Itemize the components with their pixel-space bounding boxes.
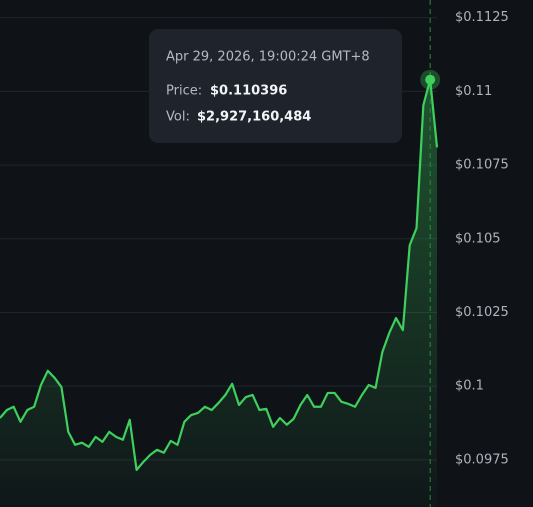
hover-point bbox=[425, 74, 436, 85]
y-tick-label: $0.1075 bbox=[455, 158, 509, 173]
tooltip-vol: $2,927,160,484 bbox=[197, 110, 311, 125]
y-tick-label: $0.11 bbox=[455, 84, 492, 99]
tooltip-price-label: Price: bbox=[166, 84, 202, 99]
tooltip: Apr 29, 2026, 19:00:24 GMT+8 Price: $0.1… bbox=[149, 29, 402, 143]
y-tick-label: $0.0975 bbox=[455, 452, 509, 467]
tooltip-box bbox=[149, 29, 402, 143]
tooltip-vol-label: Vol: bbox=[166, 110, 190, 125]
y-tick-label: $0.105 bbox=[455, 231, 501, 246]
price-line bbox=[0, 78, 439, 471]
y-tick-label: $0.1125 bbox=[455, 10, 509, 25]
tooltip-price: $0.110396 bbox=[210, 84, 287, 99]
area bbox=[0, 79, 437, 507]
y-tick-label: $0.1025 bbox=[455, 305, 509, 320]
tooltip-date: Apr 29, 2026, 19:00:24 GMT+8 bbox=[166, 50, 370, 65]
y-tick-label: $0.1 bbox=[455, 379, 484, 394]
